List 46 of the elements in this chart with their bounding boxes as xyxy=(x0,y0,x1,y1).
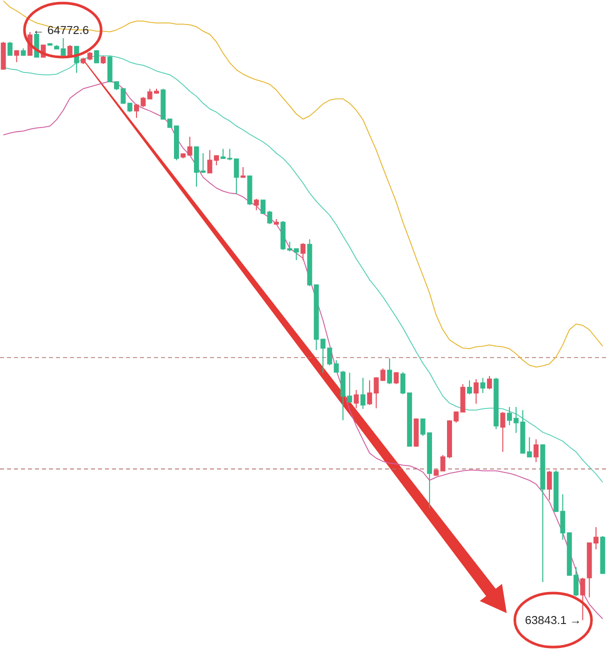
candlestick xyxy=(100,55,106,65)
candlestick xyxy=(80,57,86,65)
candlestick xyxy=(220,148,226,160)
candlestick xyxy=(414,418,419,448)
candlestick xyxy=(240,166,246,178)
candlestick xyxy=(546,470,552,500)
candlestick xyxy=(160,88,166,120)
candlestick xyxy=(67,44,72,56)
candlestick xyxy=(20,48,26,56)
candlestick xyxy=(127,102,132,113)
candlestick xyxy=(387,358,392,385)
annotation: 63843.1 → xyxy=(526,616,579,624)
candlestick xyxy=(486,375,492,390)
candlestick xyxy=(360,377,366,410)
candlestick xyxy=(460,384,466,412)
candlestick xyxy=(307,238,312,287)
candlestick xyxy=(600,535,606,574)
candlestick xyxy=(500,412,506,452)
candlestick xyxy=(534,438,539,462)
candlestick xyxy=(480,377,486,394)
candlestick xyxy=(60,38,66,56)
candlestick xyxy=(87,52,92,61)
candlestick xyxy=(187,136,192,156)
candlestick xyxy=(180,152,186,159)
candlestick xyxy=(294,248,299,261)
candlestick xyxy=(254,198,259,211)
candlestick xyxy=(94,50,100,64)
candlestick xyxy=(434,468,439,476)
candlestick xyxy=(466,380,472,395)
candlestick xyxy=(0,41,6,70)
candlestick xyxy=(580,577,586,621)
candlestick xyxy=(47,42,52,46)
candlestick xyxy=(540,444,546,583)
candlestick xyxy=(394,372,399,385)
candlestick xyxy=(234,158,239,194)
candlestick xyxy=(54,44,60,50)
candlestick xyxy=(247,176,252,206)
candlestick xyxy=(474,378,479,404)
candlestick xyxy=(300,242,306,261)
candlestick xyxy=(274,218,279,226)
candlestick xyxy=(494,377,499,430)
candlestick xyxy=(227,148,232,161)
candlestick xyxy=(14,50,20,63)
candlestick xyxy=(354,389,359,409)
candlestick xyxy=(367,380,372,406)
candlestick xyxy=(7,41,12,56)
